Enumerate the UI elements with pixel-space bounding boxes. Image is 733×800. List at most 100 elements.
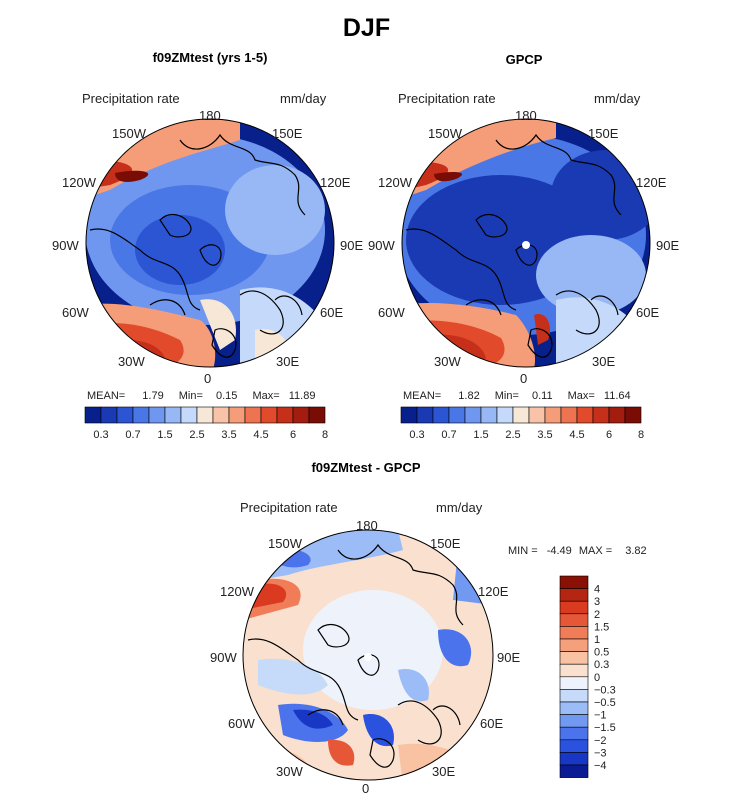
panel-b-lbl-30e: 30E: [592, 354, 616, 369]
panel-b-colorbar-swatch: [464, 406, 482, 424]
panel-b-colorbar-swatch: [496, 406, 514, 424]
panel-c-colorbar-swatch: [559, 676, 589, 690]
panel-a-colorbar-tick: 4.5: [253, 429, 268, 441]
panel-b-map: [401, 118, 651, 368]
panel-a-colorbar-swatch: [212, 406, 230, 424]
panel-b-units: mm/day: [594, 91, 641, 106]
panel-a-colorbar-swatch: [292, 406, 310, 424]
panel-c-map-border: [242, 529, 494, 781]
panel-b-precip-label: Precipitation rate: [398, 91, 496, 106]
panel-b-lbl-60e: 60E: [636, 305, 660, 320]
panel-b-min-label: Min=: [494, 390, 519, 402]
panel-b-lbl-180: 180: [515, 108, 537, 123]
panel-a-colorbar: 0.3 0.7 1.5 2.5 3.5 4.5 6 8: [84, 406, 328, 441]
panel-a-lbl-120e: 120E: [320, 175, 351, 190]
panel-c-lbl-150w: 150W: [268, 536, 302, 551]
panel-a-colorbar-swatch: [260, 406, 278, 424]
panel-b-mean-label: MEAN=: [403, 390, 442, 402]
panel-a-max: 11.89: [288, 390, 316, 402]
panel-a-map-border: [85, 118, 335, 368]
panel-a-field: [86, 119, 334, 367]
panel-c-colorbar-tick: −1: [594, 710, 607, 722]
panel-b-map-border: [401, 118, 651, 368]
panel-a-title: f09ZMtest (yrs 1-5): [152, 50, 268, 65]
panel-b-colorbar-swatch: [592, 406, 610, 424]
figure-title: DJF: [342, 14, 391, 42]
panel-c-lbl-90w: 90W: [210, 650, 237, 665]
panel-b-colorbar-tick: 0.3: [409, 429, 424, 441]
panel-c-lbl-180: 180: [356, 518, 378, 533]
panel-c-colorbar-swatch: [559, 663, 589, 678]
panel-c-colorbar-tick: −2: [594, 735, 607, 747]
panel-b-colorbar-swatch: [576, 406, 594, 424]
panel-a-colorbar-swatch: [276, 406, 294, 424]
panel-c-min-label: MIN =: [508, 545, 538, 557]
panel-b-lbl-60w: 60W: [378, 305, 405, 320]
panel-c-lbl-60e: 60E: [480, 716, 504, 731]
panel-b-lbl-120e: 120E: [636, 175, 667, 190]
panel-c-colorbar-swatch: [559, 739, 589, 753]
panel-a-region: [115, 170, 149, 182]
panel-c-colorbar-tick: 2: [594, 609, 600, 621]
panel-a-lbl-60w: 60W: [62, 305, 89, 320]
panel-b-colorbar-tick: 1.5: [473, 429, 488, 441]
panel-b-region: [551, 150, 650, 240]
panel-b-colorbar: 0.3 0.7 1.5 2.5 3.5 4.5 6 8: [400, 406, 644, 441]
panel-b-max: 11.64: [603, 390, 631, 402]
panel-c-region: [258, 658, 328, 695]
panel-a-mean-label: MEAN=: [87, 390, 126, 402]
panel-c-lbl-0: 0: [362, 781, 370, 796]
panel-c-region: [328, 739, 355, 766]
panel-a-colorbar-tick: 0.3: [93, 429, 108, 441]
panel-c-colorbar-swatch: [559, 726, 589, 741]
panel-c-units: mm/day: [436, 500, 483, 515]
panel-c-colorbar-swatch: [559, 575, 589, 589]
panel-a-lbl-180: 180: [199, 108, 221, 123]
panel-c-region: [438, 629, 472, 667]
panel-a-colorbar-swatch: [244, 406, 262, 424]
panel-b-colorbar-swatch: [448, 406, 466, 424]
panel-c-colorbar-swatch: [559, 600, 589, 615]
panel-c-map: [242, 529, 494, 781]
panel-c-coastlines: [247, 543, 464, 768]
panel-c-colorbar-swatch: [559, 689, 589, 703]
panel-a-lbl-150w: 150W: [112, 126, 146, 141]
panel-a-min: 0.15: [215, 390, 238, 402]
panel-c-colorbar-swatch: [559, 701, 589, 715]
panel-c-precip-label: Precipitation rate: [240, 500, 338, 515]
panel-a-colorbar-swatch: [228, 406, 246, 424]
panel-b-lbl-150e: 150E: [588, 126, 619, 141]
panel-a-coastlines: [89, 133, 306, 358]
panel-a-lbl-90e: 90E: [340, 238, 364, 253]
panel-a-colorbar-swatch: [164, 406, 182, 424]
panel-b-coastlines: [405, 133, 622, 358]
panel-c-colorbar-swatch: [559, 651, 589, 665]
panel-a-precip-label: Precipitation rate: [82, 91, 180, 106]
panel-b-colorbar-tick: 0.7: [441, 429, 456, 441]
panel-b-colorbar-swatch: [512, 406, 530, 424]
panel-a-colorbar-swatch: [84, 406, 102, 424]
panel-a-colorbar-tick: 2.5: [189, 429, 204, 441]
panel-a-max-label: Max=: [252, 390, 280, 402]
panel-c-lbl-150e: 150E: [430, 536, 461, 551]
panel-b-colorbar-swatch: [432, 406, 450, 424]
panel-a-lbl-30w: 30W: [118, 354, 145, 369]
panel-b-lbl-30w: 30W: [434, 354, 461, 369]
panel-b-field: [402, 119, 650, 367]
panel-b-colorbar-swatch: [528, 406, 546, 424]
panel-c-colorbar-tick: −1.5: [594, 722, 616, 734]
panel-c-region: [293, 709, 333, 729]
panel-c-colorbar-tick: −0.5: [594, 697, 616, 709]
panel-c-colorbar-tick: 4: [594, 584, 600, 596]
panel-c-pole-dot: [364, 653, 372, 661]
panel-c-colorbar-tick: 0: [594, 672, 600, 684]
panel-a-colorbar-swatch: [196, 406, 214, 424]
panel-b-lbl-90e: 90E: [656, 238, 680, 253]
panel-a-colorbar-tick: 3.5: [221, 429, 236, 441]
panel-a-lbl-0: 0: [204, 371, 212, 386]
panel-a-colorbar-tick: 8: [322, 429, 328, 441]
panel-c-lbl-120e: 120E: [478, 584, 509, 599]
panel-b-lbl-0: 0: [520, 371, 528, 386]
panel-a-region: [135, 215, 225, 285]
